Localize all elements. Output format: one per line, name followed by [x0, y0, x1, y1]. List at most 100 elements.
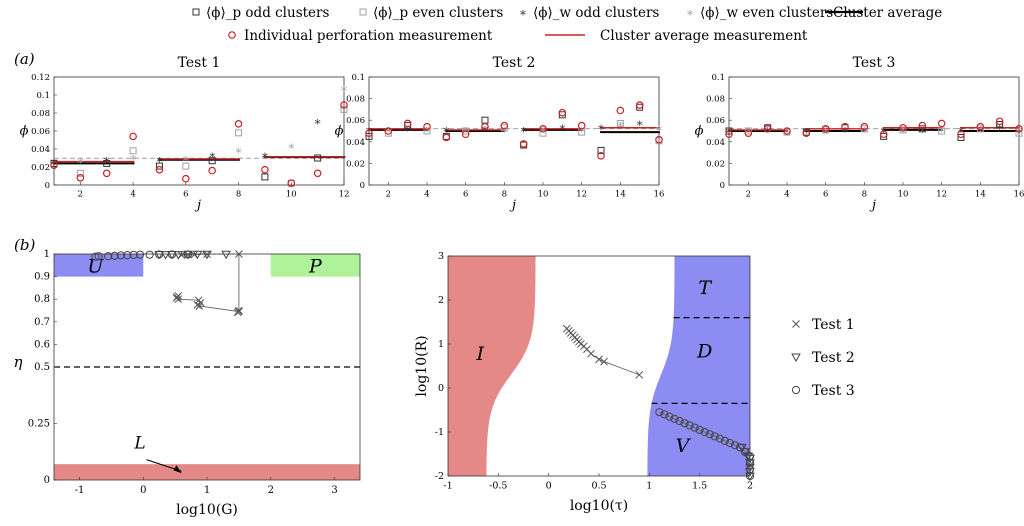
x-tick-label: 16 — [1014, 190, 1024, 200]
legend-label-2: ⟨ϕ⟩_w odd clusters — [533, 5, 659, 21]
measured-point — [558, 108, 567, 117]
measured-point — [261, 165, 269, 174]
y-tick-label: 0.04 — [706, 138, 725, 148]
region-L — [54, 464, 360, 480]
y-tick-label: -2 — [435, 471, 444, 482]
x-tick-label: -1 — [75, 485, 85, 496]
x-tick-label: 16 — [654, 190, 665, 200]
x-axis-label: log10(τ) — [570, 498, 628, 514]
phi-p-point — [918, 125, 926, 133]
measured-point — [287, 179, 296, 188]
measured-point — [744, 129, 753, 137]
test2-point — [160, 251, 171, 260]
measured-point — [841, 122, 849, 131]
y-tick-label: 0.6 — [34, 339, 50, 350]
phi-p-point — [938, 127, 946, 135]
measured-point — [597, 152, 605, 160]
test3-point — [660, 410, 669, 419]
test2-point — [173, 251, 184, 260]
y-tick-label: 3 — [438, 251, 444, 262]
y-tick-label: 0 — [45, 181, 50, 191]
phi-p-point — [616, 119, 624, 127]
measured-point — [155, 165, 164, 174]
phi-w-point: ∗ — [103, 152, 111, 166]
phi-w-point: ∗ — [899, 122, 907, 136]
test3-point — [675, 416, 684, 426]
x-tick-label: 14 — [615, 190, 626, 200]
region-label-I: I — [475, 343, 484, 365]
phi-p-point — [725, 127, 733, 135]
phi-w-point: ∗ — [822, 123, 830, 137]
test3-point — [720, 436, 729, 445]
x-tick-label: 6 — [463, 190, 468, 200]
test2-point — [745, 463, 755, 473]
legend-marker-2: ∗ — [519, 6, 527, 20]
y-tick-label: 0.02 — [346, 159, 365, 169]
y-tick-label: -1 — [435, 427, 444, 438]
x-tick-label: 10 — [538, 190, 549, 200]
test3-point — [91, 252, 100, 261]
measured-point — [937, 119, 946, 128]
y-tick-label: 0.5 — [34, 362, 50, 373]
region-label-P: P — [308, 255, 323, 277]
test1-trajectory — [177, 253, 240, 313]
phi-p-point — [314, 154, 322, 162]
test3-point — [705, 430, 714, 439]
y-tick-label: 0.08 — [31, 109, 50, 119]
region-label-T: T — [698, 277, 712, 299]
test3-point — [183, 250, 192, 259]
y-tick-label: 0.04 — [31, 145, 50, 155]
measured-point — [821, 125, 830, 133]
x-axis-label: j — [194, 198, 201, 213]
x-tick-label: 12 — [936, 190, 947, 200]
cross-mark — [235, 250, 243, 258]
phi-w-point: ∗ — [783, 123, 791, 137]
phi-p-point — [597, 146, 605, 154]
x-tick-label: 14 — [975, 190, 986, 200]
x-tick-label: 4 — [130, 190, 135, 200]
x-tick-label: 4 — [424, 190, 429, 200]
measured-point — [182, 174, 190, 183]
measured-point — [500, 121, 509, 130]
y-tick-label: 2 — [438, 295, 444, 306]
phi-p-point — [539, 129, 547, 137]
phi-w-point: ∗ — [1015, 122, 1023, 136]
cross-mark — [600, 357, 608, 366]
x-tick-label: -0.5 — [489, 481, 507, 492]
phi-w-point: ∗ — [764, 122, 772, 136]
measured-point — [313, 169, 322, 178]
cross-mark — [203, 250, 211, 259]
phi-p-point — [462, 127, 470, 135]
region-T-D-V — [647, 256, 750, 476]
y-axis-label: ϕ — [335, 124, 344, 139]
test2-point — [202, 250, 212, 260]
cross-mark — [235, 306, 243, 315]
legend-label-test-3: Test 3 — [812, 383, 855, 399]
x-axis-label: j — [869, 198, 876, 213]
test3-point — [123, 251, 132, 260]
region-U — [54, 254, 144, 277]
legend-label-individual: Individual perforation measurement — [244, 28, 493, 44]
measured-point — [655, 135, 663, 144]
y-tick-label: 0.04 — [346, 138, 365, 148]
x-tick-label: 6 — [183, 190, 188, 200]
test1-point — [194, 296, 203, 305]
y-tick-label: 0.08 — [706, 95, 725, 105]
measured-point — [1015, 125, 1023, 133]
phi-w-point: ∗ — [384, 122, 392, 136]
phi-w-point: ∗ — [938, 122, 946, 136]
phi-p-point — [957, 133, 965, 141]
region-label-V: V — [676, 435, 692, 457]
phi-w-point: ∗ — [558, 120, 566, 134]
phi-w-point: ∗ — [314, 115, 322, 129]
phi-p-point — [182, 162, 190, 170]
x-tick-label: 1 — [646, 481, 652, 492]
measured-point — [519, 140, 528, 148]
x-tick-label: 8 — [862, 190, 867, 200]
test3-point — [155, 250, 164, 259]
x-tick-label: 6 — [823, 190, 828, 200]
measured-point — [384, 127, 393, 135]
measured-point — [481, 122, 489, 131]
